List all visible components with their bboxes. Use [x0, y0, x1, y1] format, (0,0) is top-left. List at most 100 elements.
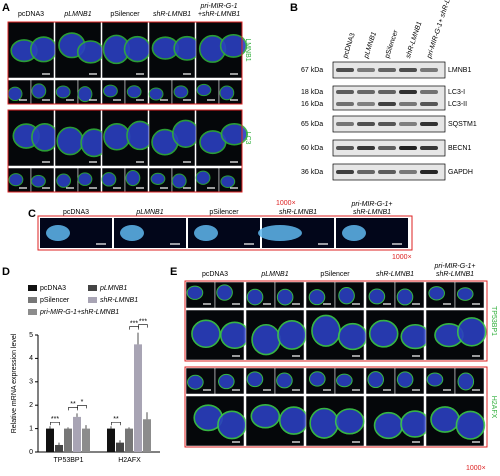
protein-label: GAPDH — [448, 169, 473, 176]
significance-bracket — [111, 421, 121, 426]
band — [378, 68, 396, 72]
panel-label: E — [170, 266, 177, 278]
band — [336, 170, 354, 174]
nucleus — [276, 288, 294, 306]
nucleus — [456, 317, 487, 347]
column-label: shR-LMNB1 — [436, 271, 474, 278]
nucleus — [455, 410, 486, 440]
nucleus — [171, 173, 187, 189]
nucleus — [76, 40, 105, 64]
band — [336, 102, 354, 106]
nucleus — [196, 83, 212, 97]
nucleus — [125, 169, 141, 187]
band — [378, 146, 396, 150]
nucleus — [56, 173, 72, 188]
nucleus — [396, 288, 414, 306]
marker-label: 18 kDa — [301, 89, 323, 96]
band — [378, 102, 396, 106]
column-label: shR-LMNB1 — [153, 11, 191, 18]
nucleus — [31, 122, 59, 152]
panel-label: D — [2, 266, 10, 278]
protein-label: SQSTM1 — [448, 121, 477, 128]
nucleus — [103, 123, 131, 151]
band — [420, 170, 438, 174]
frame — [184, 366, 488, 448]
column-label: +shR-LMNB1 — [198, 11, 240, 18]
legend-label: shR-LMNB1 — [100, 297, 138, 304]
frame — [7, 21, 243, 105]
band — [420, 68, 438, 72]
nucleus — [251, 323, 281, 356]
column-label: pSilencer — [320, 271, 350, 278]
band — [378, 170, 396, 174]
band — [378, 122, 396, 126]
bar — [134, 344, 142, 452]
nucleus — [186, 285, 204, 300]
band — [399, 146, 417, 150]
band — [399, 102, 417, 106]
significance-bracket — [77, 405, 87, 409]
bar — [73, 416, 81, 452]
bar — [55, 444, 63, 452]
significance: ** — [70, 401, 76, 408]
nucleus — [246, 371, 264, 388]
column-label: shR-LMNB1 — [353, 209, 391, 216]
band — [357, 102, 375, 106]
band — [336, 90, 354, 94]
nucleus — [368, 288, 386, 305]
frame — [184, 280, 488, 362]
nucleus — [337, 322, 368, 351]
protein-label: LC3-II — [448, 101, 467, 108]
band — [357, 170, 375, 174]
bar — [82, 428, 90, 452]
protein-label: LMNB1 — [448, 67, 471, 74]
nucleus — [126, 85, 142, 99]
row-label: LC3 — [244, 132, 251, 145]
nucleus — [277, 320, 307, 350]
band — [357, 68, 375, 72]
significance: *** — [139, 319, 147, 326]
nucleus — [396, 371, 414, 388]
nucleus — [29, 36, 58, 63]
comet — [258, 225, 302, 241]
nucleus — [308, 289, 326, 306]
protein-label: LC3-I — [448, 89, 465, 96]
column-label: pcDNA3 — [18, 11, 44, 18]
marker-label: 60 kDa — [301, 145, 323, 152]
nucleus — [103, 84, 118, 98]
nucleus — [279, 406, 309, 435]
y-tick-label: 1 — [29, 425, 33, 432]
legend-swatch — [28, 297, 37, 303]
legend-label: pSilencer — [40, 297, 70, 304]
nucleus — [428, 286, 445, 301]
bar — [125, 428, 133, 452]
band — [336, 68, 354, 72]
marker-label: 67 kDa — [301, 67, 323, 74]
y-tick-label: 0 — [29, 449, 33, 456]
significance-bracket — [129, 326, 139, 330]
legend-label: pcDNA3 — [40, 285, 66, 292]
nucleus — [171, 119, 200, 148]
band — [357, 122, 375, 126]
column-label: shR-LMNB1 — [279, 209, 317, 216]
nucleus — [309, 407, 339, 439]
y-tick-label: 2 — [29, 402, 33, 409]
column-label: pcDNA3 — [342, 32, 357, 59]
band — [399, 122, 417, 126]
nucleus — [8, 173, 24, 187]
column-label: pSilencer — [110, 11, 140, 18]
nucleus — [334, 408, 365, 435]
nucleus — [218, 373, 235, 390]
significance: ** — [113, 416, 119, 423]
column-label: pri-MIR-G-1 — [200, 3, 238, 10]
frame — [37, 215, 413, 251]
band — [420, 146, 438, 150]
comet — [120, 225, 144, 241]
y-axis-title: Relative mRNA expression level — [11, 333, 18, 433]
y-tick-label: 5 — [29, 332, 33, 339]
nucleus — [338, 287, 355, 305]
nucleus — [220, 175, 236, 188]
panel-label: B — [290, 2, 298, 14]
frame — [7, 109, 243, 193]
